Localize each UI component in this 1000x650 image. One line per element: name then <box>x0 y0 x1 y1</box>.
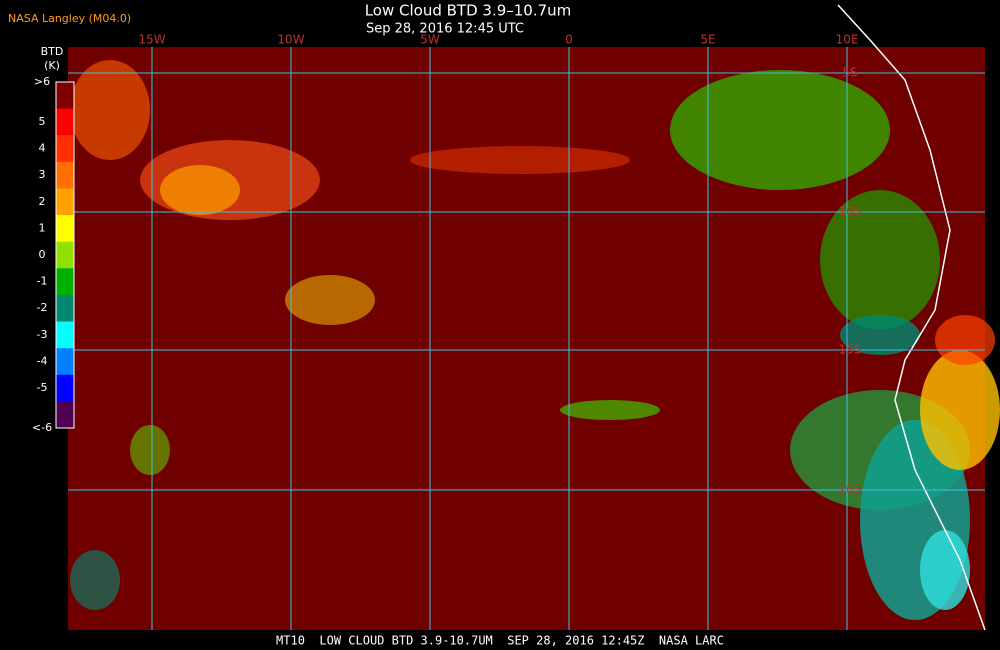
legend-label: 2 <box>39 195 46 208</box>
legend-frame <box>55 81 75 429</box>
cloud-patch <box>920 530 970 610</box>
longitude-label: 0 <box>565 33 573 47</box>
legend-swatch <box>56 268 74 296</box>
longitude-label: 5W <box>420 33 440 47</box>
imagery <box>68 4 1000 631</box>
cloud-patch <box>70 550 120 610</box>
cloud-patch <box>160 165 240 215</box>
longitude-label: 15W <box>138 33 165 47</box>
legend-label: -3 <box>37 328 48 341</box>
legend-swatch <box>56 348 74 376</box>
legend-swatch <box>56 161 74 189</box>
legend-swatch <box>56 82 74 110</box>
coastline <box>837 4 986 631</box>
legend-swatch <box>56 188 74 216</box>
legend-label: 5 <box>39 115 46 128</box>
cloud-patch <box>410 146 630 174</box>
legend-label: <-6 <box>32 421 52 434</box>
legend-swatch <box>56 374 74 402</box>
graticule: 15W 10W 5W 0 5E 10E 5S 10S 15S 20S <box>68 33 985 630</box>
legend: >6 5 4 3 2 1 0 -1 -2 -3 -4 -5 <-6 <box>32 75 75 434</box>
legend-label: >6 <box>34 75 50 88</box>
footer: MT10 LOW CLOUD BTD 3.9-10.7UM SEP 28, 20… <box>276 634 724 648</box>
legend-swatch <box>56 135 74 163</box>
timestamp: Sep 28, 2016 12:45 UTC <box>366 22 524 37</box>
legend-label: 0 <box>39 248 46 261</box>
legend-swatch <box>56 321 74 349</box>
legend-title: BTD <box>41 45 64 58</box>
cloud-patch <box>130 425 170 475</box>
legend-swatch <box>56 108 74 136</box>
legend-swatch <box>56 215 74 243</box>
legend-label: 1 <box>39 221 46 234</box>
legend-label: -2 <box>37 301 48 314</box>
cloud-patch <box>670 70 890 190</box>
legend-label: -5 <box>37 381 48 394</box>
latitude-label: 5S <box>842 66 857 80</box>
latitude-label: 10S <box>839 205 862 219</box>
source-label: NASA Langley (M04.0) <box>8 12 131 25</box>
longitude-label: 10E <box>836 33 859 47</box>
legend-swatch <box>56 241 74 269</box>
land-warm <box>935 315 995 365</box>
legend-unit: (K) <box>44 59 60 72</box>
cloud-patch <box>285 275 375 325</box>
land-warm <box>920 350 1000 470</box>
legend-label: -4 <box>37 354 48 367</box>
latitude-label: 15S <box>839 343 862 357</box>
legend-swatch <box>56 401 74 429</box>
legend-label: 4 <box>39 142 46 155</box>
legend-swatch <box>56 294 74 323</box>
longitude-label: 10W <box>277 33 304 47</box>
legend-label: 3 <box>39 168 46 181</box>
longitude-label: 5E <box>700 33 715 47</box>
cloud-patch <box>840 315 920 355</box>
latitude-label: 20S <box>839 483 862 497</box>
labels: NASA Langley (M04.0) Low Cloud BTD 3.9–1… <box>8 2 724 648</box>
legend-label: -1 <box>37 275 48 288</box>
cloud-patch <box>560 400 660 420</box>
cloud-patch <box>70 60 150 160</box>
cloud-patch <box>820 190 940 330</box>
title: Low Cloud BTD 3.9–10.7um <box>365 2 572 20</box>
